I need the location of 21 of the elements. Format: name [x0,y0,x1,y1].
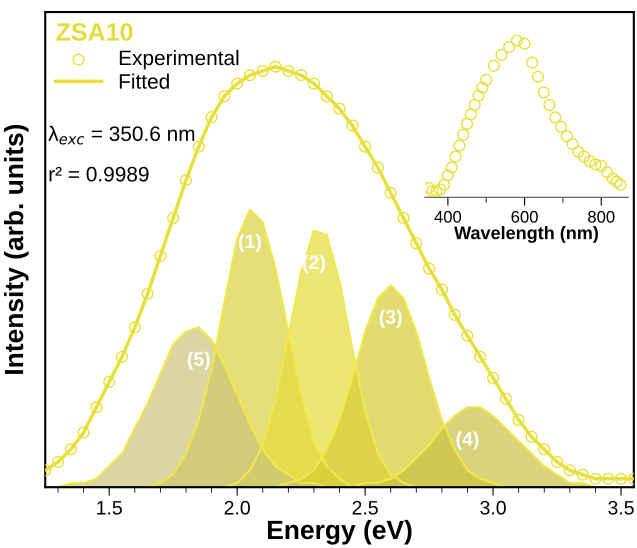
x-tick-label: 3.0 [480,500,506,515]
x-tick-label: 1.5 [97,501,122,515]
legend-label: Fitted [120,74,169,89]
annotation: (2) [303,254,325,274]
x-axis-title: Wavelength (nm) [454,226,598,243]
y-axis-title: Intensity (arb. units) [4,124,29,374]
annotation: λ$_{exc}$ = 350.6 nm [48,126,194,144]
annotation: r² = 0.9989 [50,166,149,182]
x-tick-label: 400 [434,210,462,223]
x-tick-label: 3.5 [608,500,634,515]
x-tick-label: 2.5 [352,500,378,515]
x-tick-label: 800 [588,210,614,223]
annotation: (1) [239,234,261,252]
legend-title: ZSA10 [56,23,132,41]
x-tick-label: 2.0 [224,500,250,515]
legend-label: Experimental [120,50,238,70]
annotation: (4) [456,432,478,450]
x-axis-title: Energy (eV) [268,520,412,545]
x-tick-label: 600 [512,210,538,223]
annotation: (5) [188,352,210,370]
annotation: (3) [380,310,402,328]
